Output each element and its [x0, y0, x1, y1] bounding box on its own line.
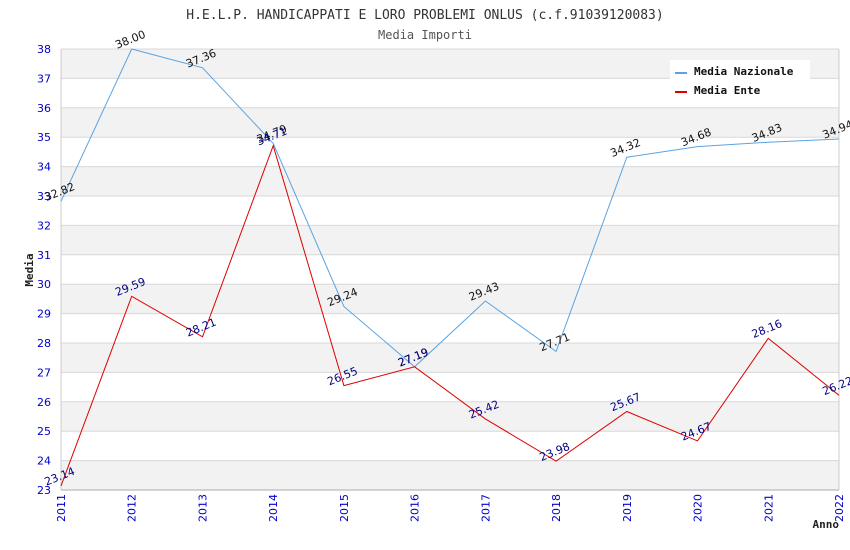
x-tick-label: 2020 — [692, 494, 705, 522]
y-tick-label: 28 — [37, 337, 51, 350]
x-tick-label: 2022 — [833, 494, 846, 522]
x-axis-ticks: 2011 2012 2013 2014 2015 2016 2017 2018 2019 2020… — [55, 494, 846, 522]
chart-subtitle: Media Importi — [378, 28, 472, 42]
grid-band — [61, 225, 839, 255]
x-tick-label: 2015 — [338, 494, 351, 522]
x-tick-label: 2021 — [762, 494, 775, 522]
x-axis-label: Anno — [813, 518, 840, 531]
y-tick-label: 36 — [37, 102, 51, 115]
y-tick-label: 33 — [37, 190, 51, 203]
series-line-ente — [60, 144, 840, 487]
x-tick-label: 2011 — [55, 494, 68, 522]
series-line-nazionale — [60, 48, 840, 368]
grid-band — [61, 284, 839, 314]
y-tick-label: 27 — [37, 366, 51, 379]
y-axis-label: Media — [23, 253, 36, 286]
grid-band — [61, 313, 839, 343]
grid-band — [61, 196, 839, 226]
grid-lines — [60, 48, 840, 491]
grid-band — [61, 431, 839, 461]
grid-band — [61, 166, 839, 196]
grid-band — [61, 107, 839, 138]
data-label: 38.00 — [113, 28, 147, 52]
x-tick-label: 2012 — [126, 494, 139, 522]
series-group — [60, 48, 840, 487]
legend: Media Nazionale Media Ente — [670, 60, 810, 102]
y-tick-label: 32 — [37, 219, 51, 232]
y-tick-label: 38 — [37, 43, 51, 56]
x-tick-label: 2014 — [267, 494, 280, 522]
grid-band — [61, 460, 839, 490]
grid-band — [61, 343, 839, 373]
y-tick-label: 35 — [37, 131, 51, 144]
x-tick-label: 2017 — [479, 494, 492, 522]
x-tick-label: 2019 — [621, 494, 634, 522]
y-tick-label: 34 — [37, 161, 51, 174]
chart-title: H.E.L.P. HANDICAPPATI E LORO PROBLEMI ON… — [186, 8, 663, 23]
legend-box — [670, 60, 810, 102]
y-tick-label: 25 — [37, 425, 51, 438]
y-tick-label: 23 — [37, 484, 51, 497]
grid-band — [61, 254, 839, 285]
grid-band — [61, 137, 839, 167]
x-tick-label: 2018 — [550, 494, 563, 522]
y-tick-label: 30 — [37, 278, 51, 291]
y-tick-label: 31 — [37, 249, 51, 262]
y-tick-label: 26 — [37, 396, 51, 409]
y-axis-ticks: 23 24 25 26 27 28 29 30 31 32 33 34 35 36 37 38 — [37, 43, 51, 497]
grid-band — [61, 401, 839, 432]
x-tick-label: 2016 — [409, 494, 422, 522]
y-tick-label: 37 — [37, 72, 51, 85]
grid-bands — [61, 49, 839, 490]
x-tick-label: 2013 — [196, 494, 209, 522]
legend-label-ente: Media Ente — [694, 84, 761, 97]
y-tick-label: 29 — [37, 308, 51, 321]
y-tick-label: 24 — [37, 455, 51, 468]
grid-band — [61, 372, 839, 402]
legend-label-nazionale: Media Nazionale — [694, 65, 794, 78]
